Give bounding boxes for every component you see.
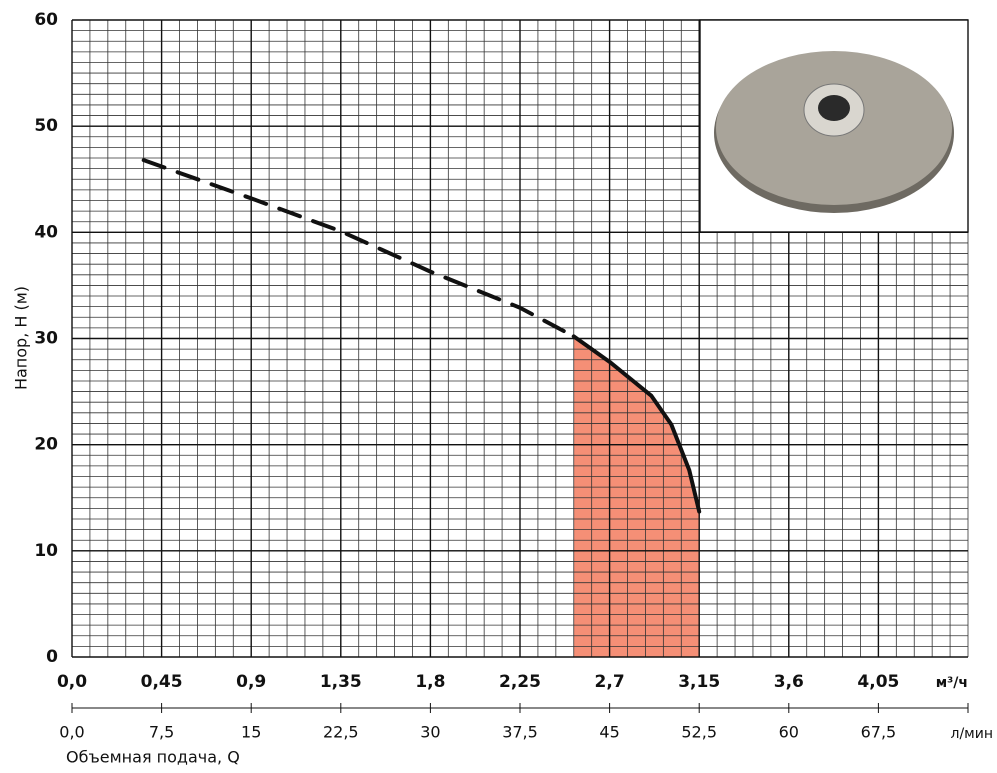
x-tick-label: 2,7 (595, 672, 625, 692)
impeller-bore (818, 95, 850, 121)
operating-area (573, 336, 700, 657)
y-tick-label: 50 (34, 116, 58, 136)
x2-tick-label: 67,5 (861, 723, 897, 742)
x2-tick-label: 52,5 (681, 723, 717, 742)
curve (571, 334, 702, 514)
x-tick-label: 3,6 (774, 672, 804, 692)
fill-layer (573, 336, 700, 657)
x-tick-label: 0,45 (141, 672, 183, 692)
y-tick-label: 40 (34, 222, 58, 242)
y-tick-label: 0 (46, 647, 58, 667)
impeller-photo (699, 19, 969, 233)
x2-unit: л/мин (951, 726, 993, 742)
x-tick-label: 4,05 (857, 672, 899, 692)
x2-tick-label: 30 (420, 723, 440, 742)
x-tick-label: 0,9 (236, 672, 266, 692)
x-tick-label: 3,15 (678, 672, 720, 692)
curve (141, 158, 576, 339)
y-axis-label: Напор, Н (м) (12, 286, 31, 390)
x2-tick-label: 15 (241, 723, 261, 742)
x2-tick-label: 60 (779, 723, 799, 742)
x2-tick-label: 0,0 (59, 723, 84, 742)
y-tick-label: 30 (34, 329, 58, 349)
y-tick-label: 60 (34, 10, 58, 30)
x-tick-label: 0,0 (57, 672, 87, 692)
x-tick-label: 1,8 (415, 672, 445, 692)
x-tick-label: 1,35 (320, 672, 362, 692)
y-tick-label: 20 (34, 435, 58, 455)
y-tick-label: 10 (34, 541, 58, 561)
x2-tick-label: 45 (599, 723, 619, 742)
x-axis-label: Объемная подача, Q (66, 748, 240, 767)
x-unit: м³/ч (936, 675, 968, 691)
x-tick-label: 2,25 (499, 672, 541, 692)
x2-tick-label: 37,5 (502, 723, 538, 742)
x2-tick-label: 22,5 (323, 723, 359, 742)
x2-tick-label: 7,5 (149, 723, 174, 742)
